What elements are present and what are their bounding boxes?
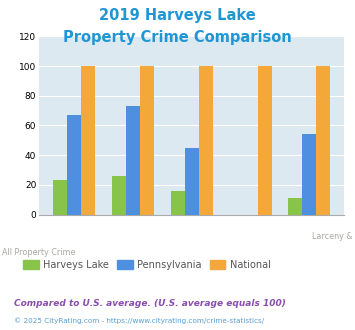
- Bar: [53, 181, 67, 214]
- Legend: Harveys Lake, Pennsylvania, National: Harveys Lake, Pennsylvania, National: [19, 256, 275, 274]
- Bar: [140, 66, 154, 214]
- Bar: [288, 198, 302, 214]
- Bar: [81, 66, 95, 214]
- Text: Larceny & Theft: Larceny & Theft: [312, 232, 355, 241]
- Text: Compared to U.S. average. (U.S. average equals 100): Compared to U.S. average. (U.S. average …: [14, 299, 286, 308]
- Bar: [302, 134, 316, 214]
- Text: All Property Crime: All Property Crime: [2, 248, 76, 257]
- Bar: [199, 66, 213, 214]
- Text: © 2025 CityRating.com - https://www.cityrating.com/crime-statistics/: © 2025 CityRating.com - https://www.city…: [14, 317, 264, 324]
- Bar: [67, 115, 81, 214]
- Bar: [170, 191, 185, 214]
- Text: 2019 Harveys Lake: 2019 Harveys Lake: [99, 8, 256, 23]
- Bar: [258, 66, 272, 214]
- Text: Property Crime Comparison: Property Crime Comparison: [63, 30, 292, 45]
- Bar: [316, 66, 331, 214]
- Bar: [126, 106, 140, 214]
- Bar: [112, 176, 126, 214]
- Bar: [185, 148, 199, 214]
